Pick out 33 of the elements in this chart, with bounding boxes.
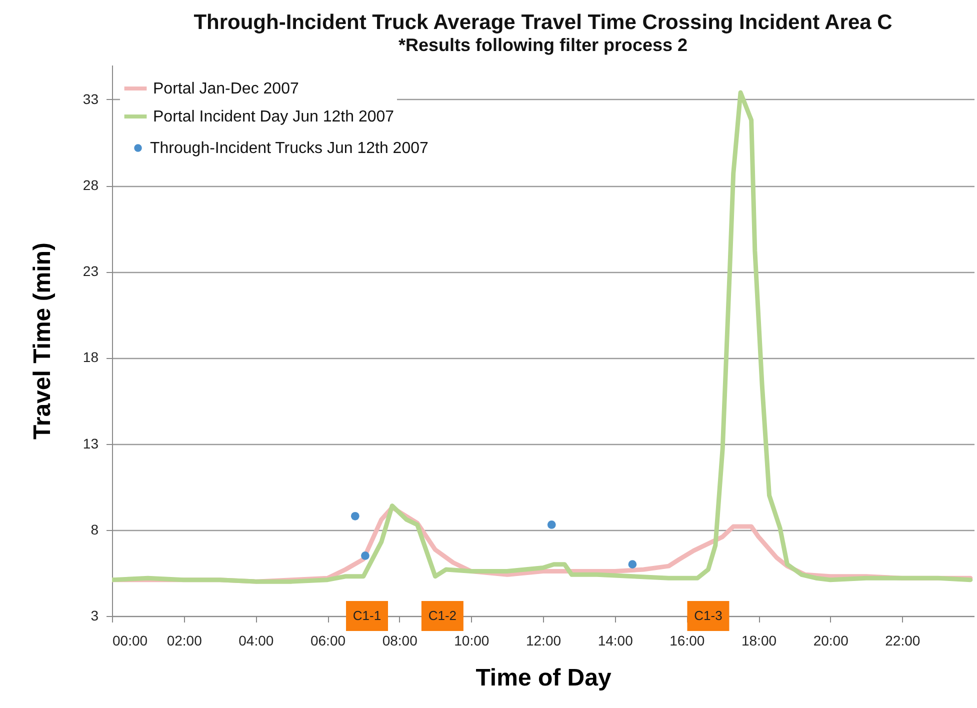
x-tick-label: 18:00: [741, 632, 777, 648]
x-tick-label: 10:00: [454, 632, 490, 648]
y-axis-title: Travel Time (min): [28, 242, 56, 440]
x-axis-title: Time of Day: [476, 664, 612, 692]
y-tick-label: 33: [82, 90, 99, 107]
legend-label: Through-Incident Trucks Jun 12th 2007: [150, 140, 428, 157]
x-tick-label: 06:00: [310, 632, 346, 648]
point: [628, 560, 637, 569]
annotation: C1-3: [694, 608, 722, 623]
x-tick-label: 02:00: [166, 632, 202, 648]
x-tick-label: 12:00: [526, 632, 562, 648]
legend-label: Portal Jan-Dec 2007: [153, 80, 299, 98]
y-tick-label: 8: [90, 521, 99, 538]
y-tick-label: 13: [82, 435, 99, 452]
point: [361, 552, 370, 560]
y-tick-label: 18: [82, 349, 99, 366]
chart-title: Through-Incident Truck Average Travel Time Crossing Incident Area C: [194, 11, 892, 34]
point: [350, 512, 360, 520]
y-tick-label: 28: [82, 177, 99, 194]
y-tick-label: 23: [82, 263, 99, 280]
y-tick-label: 3: [90, 608, 99, 624]
x-tick-label: 08:00: [382, 632, 418, 648]
annotation: C1-1: [352, 608, 382, 623]
x-tick-label: 04:00: [238, 632, 274, 648]
x-tick-label: 14:00: [598, 632, 634, 648]
x-tick-label: 16:00: [670, 632, 705, 648]
x-tick-label: 00:00: [112, 632, 148, 648]
legend-label: Portal Incident Day Jun 12th 2007: [153, 108, 394, 126]
point: [547, 520, 556, 529]
x-tick-label: 20:00: [813, 632, 849, 648]
annotation: C1-2: [428, 608, 457, 623]
chart-subtitle: *Results following filter process 2: [398, 35, 688, 55]
x-tick-label: 22:00: [885, 632, 920, 648]
